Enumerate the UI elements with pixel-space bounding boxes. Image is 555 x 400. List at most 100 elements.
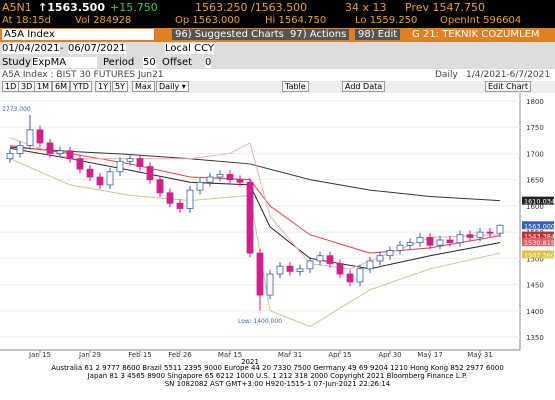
candle-body (236, 179, 244, 183)
candle-body (376, 255, 384, 262)
footer: Australia 61 2 9777 8600 Brazil 5511 239… (0, 364, 555, 400)
button[interactable]: 6M (52, 81, 70, 92)
button[interactable]: Max (132, 81, 155, 92)
plot-bg (0, 93, 555, 363)
candle-body (46, 142, 54, 154)
candle-body (26, 129, 34, 146)
x-tick-label: Mar 15 (218, 351, 242, 359)
footer-line: Australia 61 2 9777 8600 Brazil 5511 239… (51, 364, 504, 372)
candle-body (296, 268, 304, 272)
candle-body (276, 265, 284, 275)
currency[interactable]: Local CCY (165, 43, 214, 54)
candle-body (96, 176, 104, 186)
candle-body (16, 145, 24, 154)
button[interactable]: 5Y (112, 81, 128, 92)
candle-body (176, 202, 184, 209)
indicator-line (9, 146, 501, 202)
open: Op 1563.000 (175, 15, 241, 26)
footer-line: Japan 81 3 4565 8900 Singapore 65 6212 1… (87, 372, 468, 380)
button[interactable]: Table (282, 81, 309, 92)
candle-body (206, 176, 214, 183)
button[interactable]: Daily ▾ (156, 81, 189, 92)
candle-body (286, 265, 294, 272)
candle-body (406, 242, 414, 246)
candle-body (436, 239, 444, 246)
candle-body (356, 268, 364, 283)
candle-body (486, 231, 494, 234)
y-tick-label: 1500 (526, 255, 544, 263)
high: Hi 1564.750 (265, 15, 327, 26)
time: At 18:15d (2, 15, 51, 26)
candle-body (316, 255, 324, 262)
price-tag-label: 1610.034 (524, 198, 555, 206)
candle-body (66, 150, 74, 160)
price-tag (522, 238, 554, 247)
candle-body (476, 231, 484, 238)
y-tick-label: 1400 (526, 308, 544, 316)
candle-body (306, 260, 314, 270)
button[interactable]: YTD (70, 81, 92, 92)
edit[interactable]: 98) Edit (355, 29, 401, 40)
price-tag-label: 1543.384 (524, 233, 555, 241)
y-tick-label: 1650 (526, 177, 544, 185)
study[interactable]: ExpMA (32, 57, 97, 68)
change: +15.750 (110, 1, 158, 14)
price-tag (522, 250, 554, 259)
annotation: Hi: 1773.000 (0, 106, 31, 113)
frequency: Daily (435, 70, 458, 80)
button[interactable]: 1Y (95, 81, 111, 92)
price-tag-label: 1507.360 (524, 251, 555, 259)
info-row: A5A Index : BIST 30 FUTURES Jun21 Daily … (0, 69, 555, 81)
size: 34 x 13 (345, 1, 387, 14)
y-tick-label: 1600 (526, 203, 544, 211)
security-field[interactable]: A5A Index (2, 29, 154, 40)
candle-body (496, 224, 504, 234)
actions[interactable]: 97) Actions (287, 29, 350, 40)
period[interactable]: 50 (143, 57, 156, 68)
candle-body (146, 166, 154, 181)
candle-body (166, 192, 174, 204)
candle-body (86, 168, 94, 178)
candle-body (226, 174, 234, 181)
y-tick-label: 1350 (526, 334, 544, 342)
candle-body (196, 181, 204, 191)
x-tick-label: Feb 26 (168, 351, 192, 359)
open-int: OpenInt 596604 (440, 15, 522, 26)
offset[interactable]: 0 (205, 57, 212, 68)
start-date[interactable]: 01/04/2021 (2, 43, 60, 54)
candle-body (6, 153, 14, 160)
candle-body (426, 236, 434, 246)
candle-body (216, 174, 224, 178)
button[interactable]: Add Data (342, 81, 386, 92)
period-label: Period (103, 57, 135, 68)
candle-body (366, 260, 374, 270)
x-tick-label: May 31 (467, 351, 493, 359)
template[interactable]: G 21: TEKNIK COZUMLEM (412, 29, 540, 40)
candle-body (326, 255, 334, 264)
button[interactable]: 1M (34, 81, 52, 92)
bid-ask: 1563.250 /1563.500 (195, 1, 308, 14)
vol: Vol 284928 (75, 15, 132, 26)
candle-body (76, 158, 84, 170)
y-tick-label: 1750 (526, 124, 544, 132)
x-tick-label: Jan 15 (28, 351, 51, 359)
button[interactable]: Edit Chart (485, 81, 532, 92)
candle-body (346, 273, 354, 283)
candle-body (456, 234, 464, 244)
y-tick-label: 1700 (526, 150, 544, 158)
study-label: Study (2, 57, 31, 68)
candle-body (466, 234, 474, 238)
quote-row-1: A5N1 ↑1563.500 +15.750 1563.250 /1563.50… (0, 0, 555, 14)
end-date[interactable]: 06/07/2021 (68, 43, 126, 54)
candle-body (446, 239, 454, 244)
study-row: Study ExpMA Period 50 Offset 0 (0, 56, 555, 69)
candle-body (36, 129, 44, 144)
candle-body (106, 171, 114, 186)
date-row: 01/04/2021 - 06/07/2021 Local CCY (0, 42, 555, 56)
candle-body (156, 179, 164, 194)
indicator-line (9, 147, 501, 270)
suggested-charts[interactable]: 96) Suggested Charts (172, 29, 287, 40)
low: Lo 1559.250 (355, 15, 418, 26)
